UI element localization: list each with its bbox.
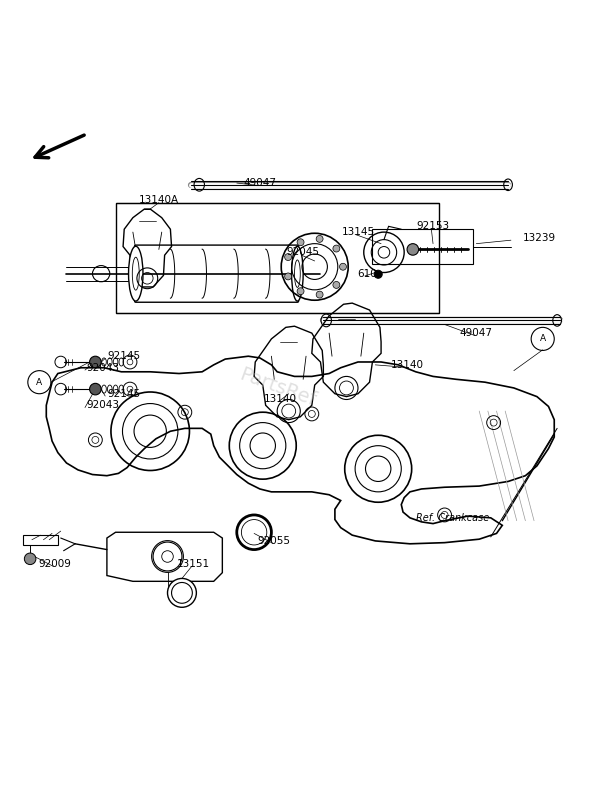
Circle shape <box>407 244 419 255</box>
Text: 13140A: 13140A <box>139 196 179 205</box>
Circle shape <box>90 356 101 368</box>
Polygon shape <box>23 535 58 545</box>
Circle shape <box>167 578 196 607</box>
Circle shape <box>316 291 323 298</box>
Circle shape <box>339 264 346 270</box>
Text: 92145: 92145 <box>107 352 140 361</box>
Circle shape <box>297 288 304 295</box>
Polygon shape <box>47 356 554 544</box>
Text: 610: 610 <box>357 268 376 279</box>
Text: A: A <box>37 378 42 387</box>
Text: 92043: 92043 <box>87 363 120 373</box>
Text: 92009: 92009 <box>38 559 71 569</box>
Text: 92153: 92153 <box>416 221 449 232</box>
Circle shape <box>284 253 292 260</box>
Circle shape <box>333 245 340 252</box>
Text: 92055: 92055 <box>258 536 291 546</box>
Text: 92043: 92043 <box>87 400 120 410</box>
Ellipse shape <box>128 246 143 301</box>
Text: Ref. Crankcase: Ref. Crankcase <box>416 513 489 523</box>
Text: 92045: 92045 <box>287 248 320 257</box>
Circle shape <box>297 239 304 246</box>
Ellipse shape <box>292 246 303 301</box>
Text: 92145: 92145 <box>107 389 140 399</box>
Text: 13239: 13239 <box>522 233 555 243</box>
Circle shape <box>24 553 36 565</box>
Circle shape <box>90 384 101 395</box>
Polygon shape <box>107 532 223 582</box>
Text: 13151: 13151 <box>177 559 210 569</box>
FancyBboxPatch shape <box>135 245 299 302</box>
Text: 13140: 13140 <box>263 395 297 404</box>
Text: 13140: 13140 <box>391 360 423 370</box>
Circle shape <box>316 236 323 242</box>
Text: 13145: 13145 <box>342 227 375 237</box>
Text: 49047: 49047 <box>460 328 493 338</box>
Circle shape <box>284 273 292 280</box>
Circle shape <box>333 281 340 288</box>
Circle shape <box>374 270 382 278</box>
Text: PartsRef: PartsRef <box>236 365 318 411</box>
Text: 49047: 49047 <box>243 178 276 188</box>
Ellipse shape <box>151 541 183 572</box>
Text: A: A <box>540 335 546 344</box>
Bar <box>372 229 474 264</box>
